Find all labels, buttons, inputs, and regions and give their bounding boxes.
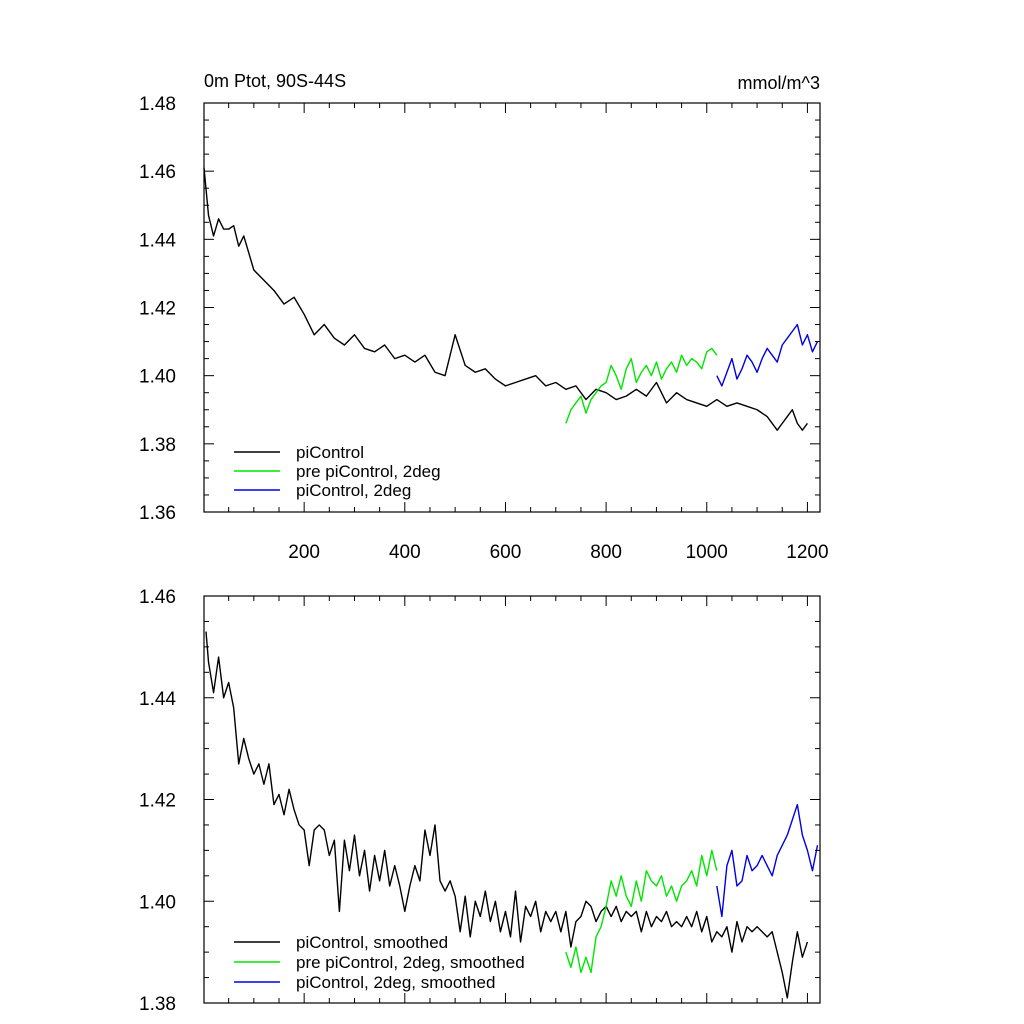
y-tick-label: 1.40	[139, 892, 176, 913]
series-line-2	[716, 803, 819, 918]
bottom-chart-tick-labels: 1.38 1.40 1.42 1.44 1.46	[139, 587, 176, 1015]
bottom-chart-panel: 1.38 1.40 1.42 1.44 1.46 piControl, smoothed…	[139, 587, 821, 1015]
x-tick-label: 1000	[686, 542, 728, 563]
y-tick-label: 1.36	[139, 503, 176, 524]
top-chart-ticks	[204, 102, 820, 513]
bottom-chart-series-lines	[205, 631, 819, 999]
series-line-0	[203, 167, 808, 431]
top-chart-tick-labels: 1.36 1.38 1.40 1.42 1.44 1.46 1.48 200 400 600 800…	[139, 94, 829, 563]
series-line-1	[565, 849, 718, 974]
y-tick-label: 1.40	[139, 367, 176, 388]
series-line-0	[205, 631, 809, 999]
y-tick-label: 1.46	[139, 587, 176, 608]
y-tick-label: 1.38	[139, 435, 176, 456]
x-tick-label: 200	[288, 542, 320, 563]
y-tick-label: 1.38	[139, 994, 176, 1015]
top-chart-series-lines	[203, 167, 819, 431]
legend-label: piControl, 2deg, smoothed	[296, 973, 495, 992]
y-tick-label: 1.42	[139, 791, 176, 812]
y-tick-label: 1.44	[139, 230, 176, 251]
top-chart-title: 0m Ptot, 90S-44S	[204, 71, 346, 91]
x-tick-label: 1200	[786, 542, 828, 563]
y-tick-label: 1.44	[139, 689, 176, 710]
top-chart-panel: 1.36 1.38 1.40 1.42 1.44 1.46 1.48 200 400 600 800…	[139, 71, 829, 563]
series-line-2	[716, 323, 819, 387]
y-tick-label: 1.48	[139, 94, 176, 115]
y-tick-label: 1.46	[139, 162, 176, 183]
y-tick-label: 1.42	[139, 299, 176, 320]
x-tick-label: 600	[490, 542, 522, 563]
legend-label: piControl	[296, 443, 364, 462]
x-tick-label: 400	[389, 542, 421, 563]
legend-label: pre piControl, 2deg	[296, 462, 441, 481]
bottom-chart-ticks	[204, 595, 820, 1004]
legend-label: piControl, smoothed	[296, 933, 448, 952]
top-chart-units: mmol/m^3	[738, 73, 820, 93]
legend-label: pre piControl, 2deg, smoothed	[296, 953, 525, 972]
x-tick-label: 800	[590, 542, 622, 563]
series-line-1	[565, 347, 718, 424]
legend-label: piControl, 2deg	[296, 481, 411, 500]
